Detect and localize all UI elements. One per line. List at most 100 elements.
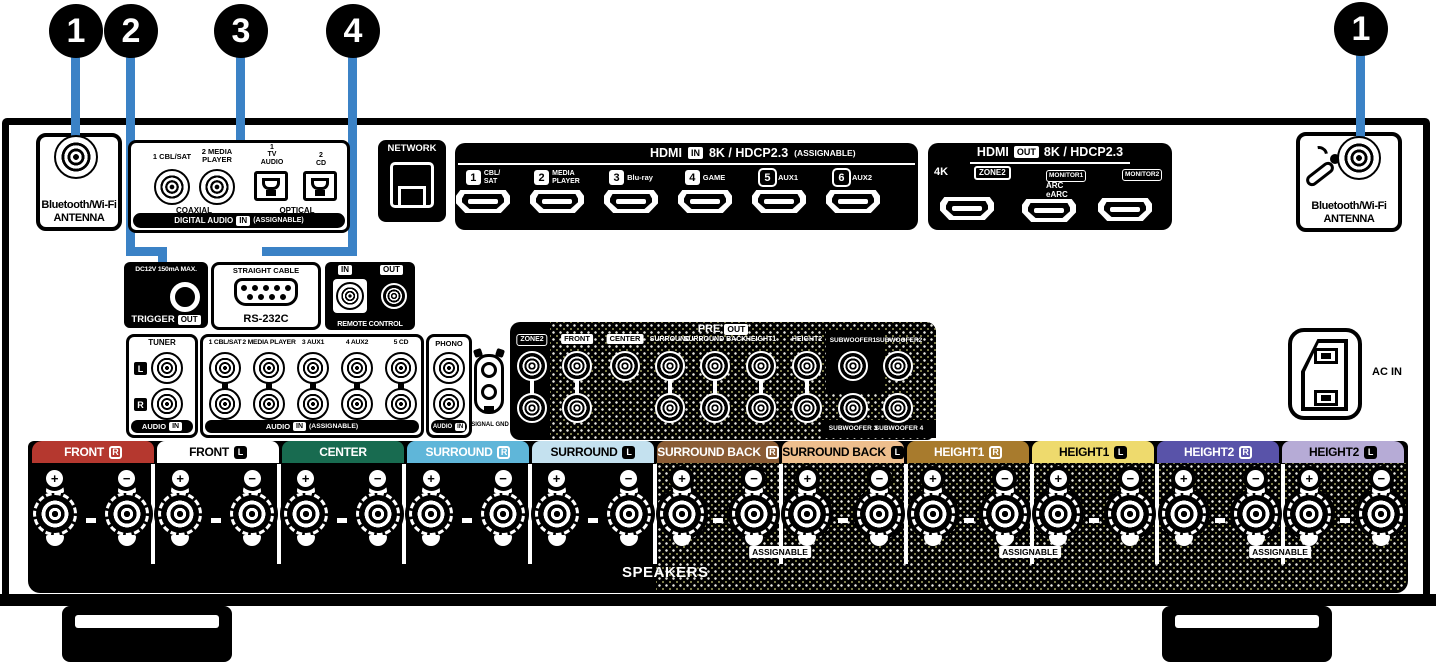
channel-side-badge: R (988, 445, 1002, 459)
antenna-label-left-line1: Bluetooth/Wi-Fi (41, 199, 117, 212)
plus-mark: + (798, 470, 816, 487)
pre-out-jack (792, 393, 822, 423)
plus-mark: + (1300, 470, 1318, 487)
remote-control-section: IN OUT REMOTE CONTROL (325, 262, 415, 330)
jack-connector (310, 377, 316, 393)
phono-bar-label: AUDIO (432, 423, 453, 430)
minus-mark: − (1372, 470, 1390, 487)
pre-out-section: PRE OUT ZONE2 FRONT CENTER SURROUND SURR… (510, 322, 936, 440)
pre-out-col-surround-back: SURROUND BACK (683, 336, 747, 343)
channel-name: SURROUND BACK (782, 445, 886, 459)
speakers-assignable-3: ASSIGNABLE (1249, 546, 1311, 558)
pre-out-jack (883, 393, 913, 423)
pre-out-jack (700, 351, 730, 381)
pre-out-col-front: FRONT (561, 334, 593, 344)
audio-jack (209, 388, 241, 420)
hdmi-in-assignable: (ASSIGNABLE) (794, 148, 856, 158)
binding-post-negative (1108, 492, 1153, 536)
callout-line-1-right (1356, 40, 1365, 155)
signal-gnd-label: SIGNAL GND (471, 422, 509, 428)
trigger-spec: DC12V 150mA MAX. (135, 266, 197, 273)
digital-audio-in-section: 1 CBL/SAT 2 MEDIA PLAYER COAXIAL 1 TV AU… (128, 140, 350, 233)
rs232c-top-label: STRAIGHT CABLE (232, 266, 300, 275)
jack-connector (713, 378, 717, 396)
rs232c-port (234, 278, 298, 306)
channel-name: FRONT (64, 445, 104, 459)
terminal-pair-surround-l: + − (527, 464, 653, 564)
channel-side-badge: R (497, 445, 511, 459)
terminal-pair-height1-r: + − (904, 464, 1029, 564)
plus-mark: + (297, 470, 315, 487)
pre-out-col-height1: HEIGHT1 (745, 336, 777, 343)
hdmi-out-arc-label: ARC (1046, 181, 1064, 190)
audio-jack (341, 388, 373, 420)
pre-out-col-center: CENTER (606, 334, 644, 344)
audio-jack (341, 352, 373, 384)
audio-col-label-4: 4 AUX2 (345, 339, 369, 346)
pre-out-subwoofer4-label: SUBWOOFER 4 (874, 425, 924, 432)
hdmi-out-title: HDMI (976, 145, 1009, 159)
binding-post-negative (982, 492, 1027, 536)
remote-in-chip: IN (338, 265, 352, 275)
binding-post-positive (659, 492, 704, 536)
terminal-dash (838, 518, 849, 523)
binding-post-positive (1287, 492, 1332, 536)
antenna-label-left-line2: ANTENNA (53, 211, 105, 224)
channel-name: FRONT (189, 445, 229, 459)
callout-1-right: 1 (1334, 2, 1388, 56)
speaker-terminal-row: + − + − + − + − + − + − + − + − + − + − + − (30, 464, 1406, 564)
pre-out-jack (517, 393, 547, 423)
binding-post-positive (158, 492, 203, 536)
audio-in-assignable: (ASSIGNABLE) (309, 423, 359, 430)
optical-port-2 (303, 171, 337, 201)
audio-col-label-1: 1 CBL/SAT (208, 339, 242, 346)
hdmi-port-label: Blu-ray (627, 173, 653, 182)
terminal-dash (336, 518, 347, 523)
terminal-pair-front-l: + − (151, 464, 276, 564)
speaker-label-row: FRONT R FRONT L CENTER SURROUND R SURROUND L… (30, 441, 1406, 463)
hdmi-port-label: CBL/ (483, 170, 501, 178)
remote-out-chip: OUT (380, 265, 403, 275)
pre-out-col-surround: SURROUND (649, 336, 691, 343)
optical-group-label: OPTICAL (279, 206, 315, 215)
hdmi-out-separator (970, 162, 1130, 164)
plus-mark: + (673, 470, 691, 487)
pre-out-col-subwoofer2: SUBWOOFER2 (875, 337, 923, 344)
audio-jack (209, 352, 241, 384)
optical-2-label-line2: CD (315, 159, 327, 167)
hdmi-in-chip: IN (687, 147, 703, 159)
tuner-label: TUNER (148, 338, 176, 347)
plus-mark: + (548, 470, 566, 487)
jack-connector (530, 378, 534, 396)
plus-mark: + (422, 470, 440, 487)
pre-out-jack (655, 393, 685, 423)
minus-mark: − (745, 470, 763, 487)
binding-post-positive (785, 492, 830, 536)
pre-out-col-subwoofer1: SUBWOOFER1 (829, 337, 877, 344)
ac-inlet (1288, 328, 1362, 420)
binding-post-negative (104, 492, 149, 536)
minus-mark: − (369, 470, 387, 487)
digital-audio-in-chip: IN (236, 215, 251, 226)
coaxial-1-label: 1 CBL/SAT (152, 152, 192, 161)
channel-side-badge: L (1113, 445, 1127, 459)
trigger-jack (170, 282, 200, 312)
hdmi-in-port-6 (826, 190, 880, 213)
hdmi-port-label: GAME (702, 173, 726, 182)
jack-connector (222, 377, 228, 393)
binding-post-positive (910, 492, 955, 536)
binding-post-positive (283, 492, 328, 536)
signal-gnd: SIGNAL GND (470, 347, 510, 434)
terminal-dash (1340, 518, 1351, 523)
terminal-dash (462, 518, 473, 523)
coaxial-2-label-line2: PLAYER (202, 155, 232, 165)
audio-jack (253, 388, 285, 420)
terminal-pair-surround-back-r: + − (653, 464, 778, 564)
trigger-out-section: DC12V 150mA MAX. TRIGGER OUT (124, 262, 208, 328)
jack-connector (266, 377, 272, 393)
callout-line-1 (71, 44, 80, 156)
hdmi-in-port-1 (456, 190, 510, 213)
pre-out-col-zone2: ZONE2 (516, 334, 548, 346)
minus-mark: − (118, 470, 136, 487)
minus-mark: − (620, 470, 638, 487)
